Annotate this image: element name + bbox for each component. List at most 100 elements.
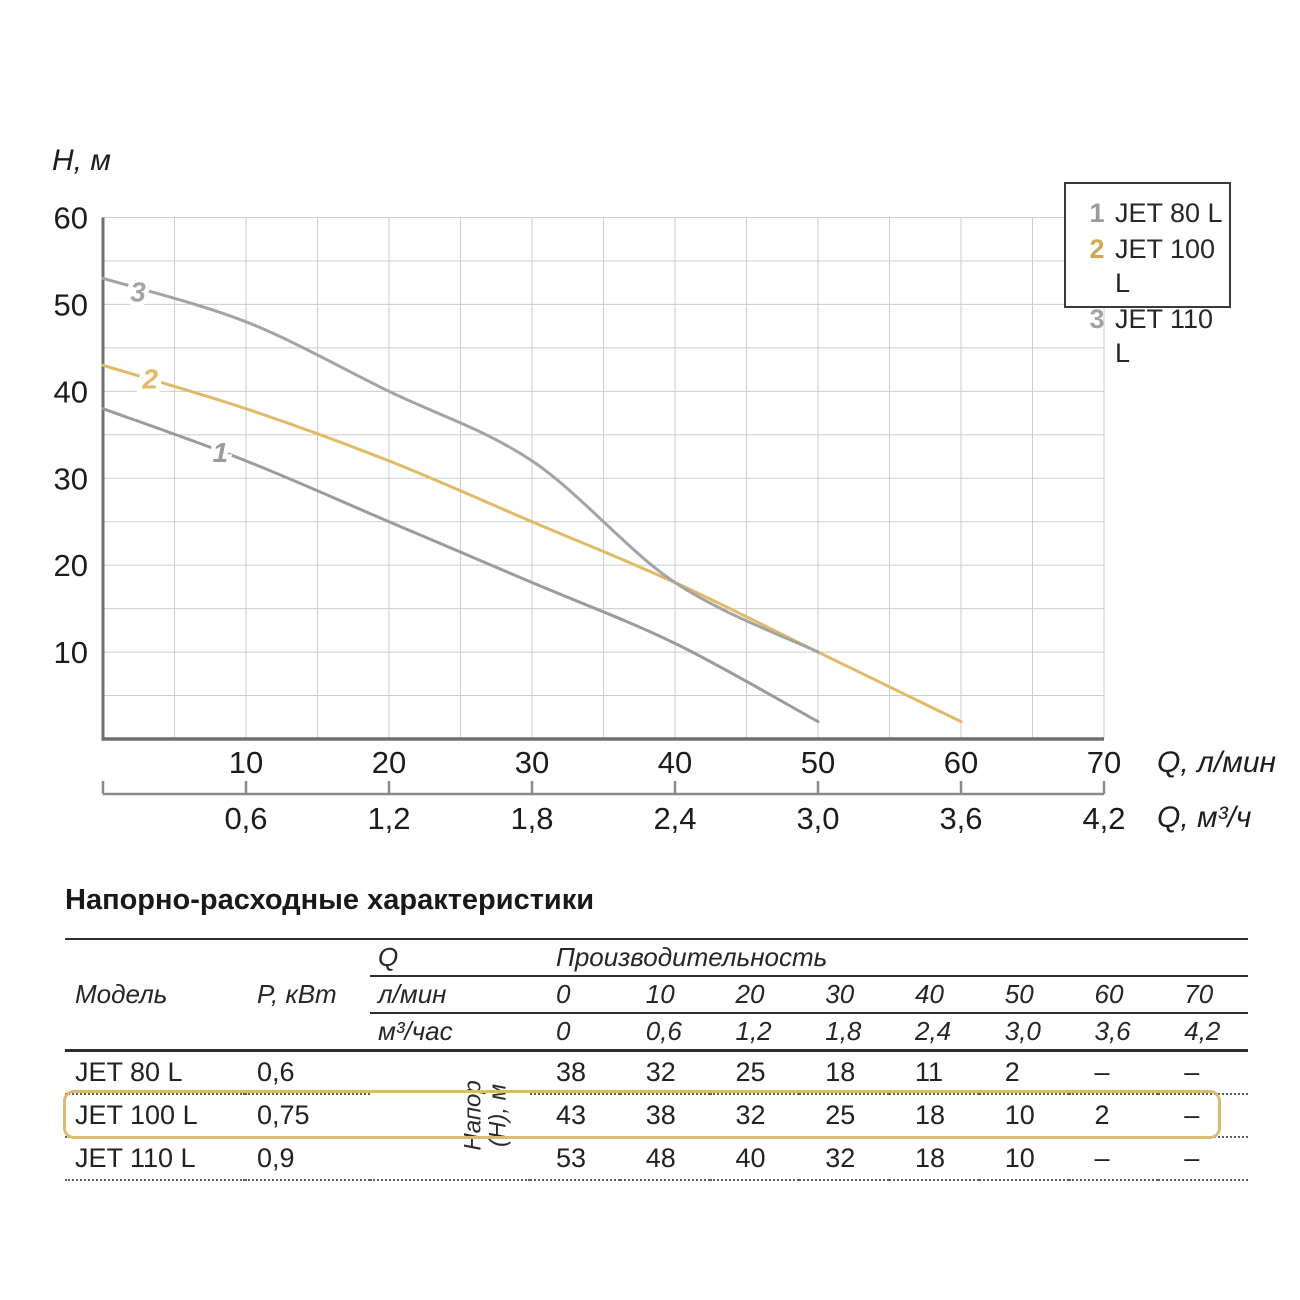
secondary-axis: 0,6 1,2 1,8 2,4 3,0 3,6 4,2: [101, 781, 1126, 836]
curves: [101, 276, 963, 724]
curve-label-2: 2: [141, 363, 158, 394]
header-flow-m3h-value: 3,6: [1068, 1013, 1159, 1052]
curve-label-1: 1: [212, 437, 228, 468]
cell-value: 18: [889, 1094, 979, 1138]
legend-item: 1 JET 80 L: [1088, 196, 1229, 230]
x-tick-label: 10: [229, 745, 263, 780]
x-tick-label: 70: [1087, 745, 1121, 780]
legend-item-label: JET 110 L: [1115, 304, 1214, 368]
y-tick-label: 50: [54, 287, 88, 322]
cell-value: –: [1068, 1050, 1159, 1095]
x2-tick-label: 2,4: [653, 801, 696, 836]
cell-model: JET 80 L: [65, 1050, 245, 1095]
x-axis-title-m3h: Q, м³/ч: [1157, 801, 1252, 834]
cell-value: 38: [530, 1050, 620, 1095]
y-tick-label: 60: [54, 201, 88, 236]
cell-value: 2: [978, 1050, 1069, 1095]
curve-label-3: 3: [130, 276, 146, 307]
x2-tick-label: 3,6: [939, 801, 982, 836]
legend-item-label: JET 100 L: [1115, 234, 1216, 298]
legend-item: 2 JET 100 L: [1088, 232, 1229, 300]
cell-value: 38: [619, 1094, 710, 1138]
cell-value: 32: [799, 1137, 889, 1181]
header-flow-lmin-value: 30: [799, 976, 889, 1014]
header-flow-m3h-value: 0,6: [619, 1013, 710, 1052]
cell-power: 0,6: [245, 1050, 370, 1095]
cell-value: 11: [889, 1050, 979, 1095]
cell-value: 43: [530, 1094, 620, 1138]
x2-tick-label: 0,6: [224, 801, 267, 836]
cell-value: –: [1158, 1050, 1248, 1095]
legend-item-label: JET 80 L: [1115, 198, 1223, 228]
header-flow-lmin-value: 20: [709, 976, 800, 1014]
header-flow-lmin-value: 0: [530, 976, 620, 1014]
header-power: P, кВт: [245, 939, 370, 1052]
legend-item-number: 3: [1089, 304, 1105, 334]
cell-value: 10: [978, 1094, 1069, 1138]
y-tick-label: 20: [54, 548, 88, 583]
x2-tick-label: 4,2: [1082, 801, 1125, 836]
cell-value: 18: [889, 1137, 979, 1181]
x-tick-label: 30: [515, 745, 549, 780]
header-flow-lmin-value: 70: [1158, 976, 1248, 1014]
cell-model: JET 100 L: [65, 1094, 245, 1138]
cell-value: 32: [709, 1094, 800, 1138]
cell-power: 0,75: [245, 1094, 370, 1138]
header-q: Q: [370, 939, 530, 977]
table-title: Напорно-расходные характеристики: [65, 884, 595, 916]
header-flow-lmin-value: 60: [1068, 976, 1159, 1014]
cell-value: 25: [799, 1094, 889, 1138]
legend-item-number: 1: [1089, 198, 1105, 228]
header-flow-lmin-value: 50: [978, 976, 1069, 1014]
header-flow-m3h-value: 2,4: [889, 1013, 979, 1052]
x-tick-label: 40: [658, 745, 692, 780]
header-model: Модель: [65, 939, 245, 1052]
header-flow-m3h-value: 0: [530, 1013, 620, 1052]
x-axis-title-lmin: Q, л/мин: [1157, 746, 1277, 779]
header-units-lmin: л/мин: [370, 976, 530, 1014]
spec-table-head: Модель P, кВт Q Производительность л/мин…: [65, 939, 1248, 1052]
cell-value: 18: [799, 1050, 889, 1095]
cell-power: 0,9: [245, 1137, 370, 1181]
header-units-m3h: м³/час: [370, 1013, 530, 1052]
grid: [103, 217, 1105, 739]
spec-table: Модель P, кВт Q Производительность л/мин…: [65, 938, 1248, 1181]
x-tick-label: 60: [944, 745, 978, 780]
header-flow-lmin-value: 40: [889, 976, 979, 1014]
cell-value: –: [1158, 1094, 1248, 1138]
cell-value: 25: [709, 1050, 800, 1095]
cell-value: 32: [619, 1050, 710, 1095]
cell-value: 2: [1068, 1094, 1159, 1138]
chart-legend: 1 JET 80 L 2 JET 100 L 3 JET 110 L: [1064, 182, 1231, 368]
cell-model: JET 110 L: [65, 1137, 245, 1181]
x2-tick-label: 1,2: [367, 801, 410, 836]
cell-value: 40: [709, 1137, 800, 1181]
y-tick-label: 40: [54, 374, 88, 409]
table-row: JET 80 L 0,6 Напор (Н), м 38 32 25 18 11 2– –: [65, 1050, 1248, 1181]
cell-value: 10: [978, 1137, 1069, 1181]
curve-labels: 1 2 3: [126, 272, 233, 473]
y-tick-label: 30: [54, 461, 88, 496]
spec-table-body: JET 80 L 0,6 Напор (Н), м 38 32 25 18 11 2– – JET …: [65, 1050, 1248, 1181]
header-flow-m3h-value: 4,2: [1158, 1013, 1248, 1052]
table-row: JET 110 L 0,9 53 48 40 32 18 10– –: [65, 1137, 1248, 1181]
pressure-label-wrap: Напор (Н), м: [371, 1057, 529, 1175]
header-flow-m3h-value: 1,2: [709, 1013, 800, 1052]
cell-value: –: [1068, 1137, 1159, 1181]
header-flow-lmin-value: 10: [619, 976, 710, 1014]
x2-tick-label: 3,0: [796, 801, 839, 836]
pump-curves-chart: 60 50 40 30 20 10 10 20 30 40 50 60 70 0,6 1,2 1,8 2,4 3,…: [54, 201, 1126, 837]
tick-labels: 60 50 40 30 20 10 10 20 30 40 50 60 70: [54, 201, 1122, 781]
curve-jet-110-l: [101, 276, 820, 654]
axes: [101, 217, 1104, 741]
header-performance: Производительность: [530, 939, 1248, 977]
table-row: JET 100 L 0,75 43 38 32 25 18 10 2–: [65, 1094, 1248, 1138]
header-flow-m3h-value: 1,8: [799, 1013, 889, 1052]
y-tick-label: 10: [54, 635, 88, 670]
cell-pressure-label: Напор (Н), м: [370, 1050, 530, 1181]
x2-tick-label: 1,8: [510, 801, 553, 836]
y-axis-title: H, м: [52, 144, 111, 177]
x-tick-label: 20: [372, 745, 406, 780]
cell-value: 48: [619, 1137, 710, 1181]
